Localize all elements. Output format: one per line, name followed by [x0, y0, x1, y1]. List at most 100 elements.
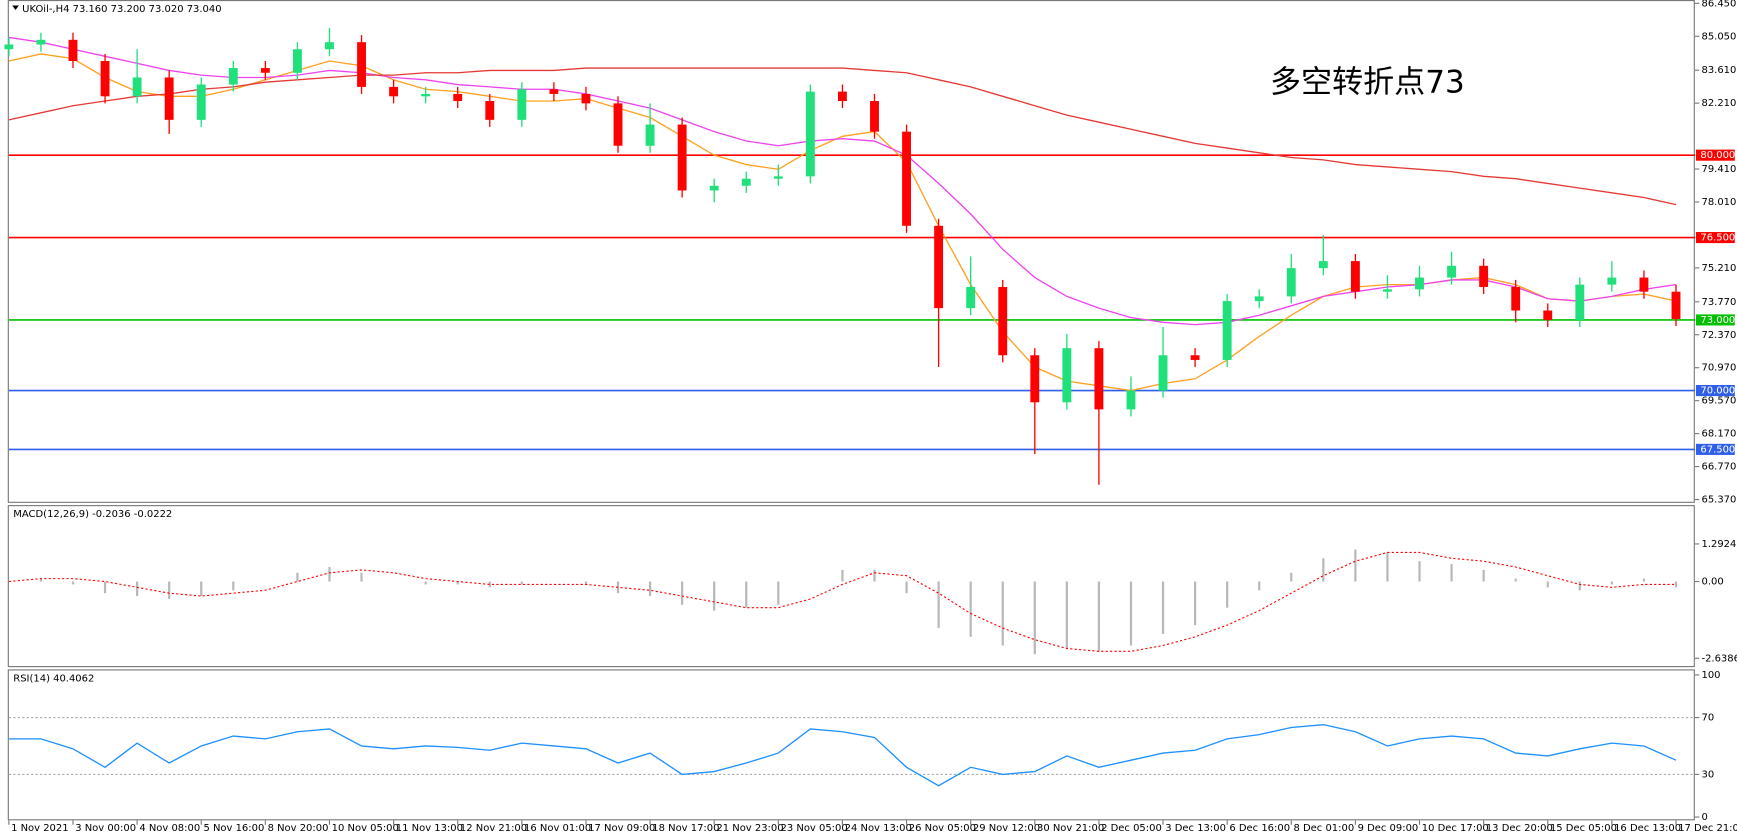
macd-title: MACD(12,26,9) -0.2036 -0.0222	[13, 509, 172, 520]
candle-body	[1350, 261, 1360, 292]
y-tick-label: 100	[1702, 670, 1721, 681]
candle-body	[517, 89, 527, 120]
candle-body	[837, 91, 847, 102]
candle-body	[1094, 348, 1104, 410]
candle-body	[196, 84, 206, 120]
x-tick-label: 17 Nov 09:00	[588, 823, 655, 834]
candle-body	[1190, 355, 1200, 360]
x-tick-label: 6 Dec 16:00	[1229, 823, 1290, 834]
level-tag	[1695, 149, 1735, 161]
x-tick-label: 10 Nov 05:00	[332, 823, 399, 834]
x-tick-label: 24 Nov 13:00	[845, 823, 912, 834]
candle-body	[709, 185, 719, 191]
y-tick-label: 1.2924	[1702, 539, 1737, 550]
x-tick-label: 26 Nov 05:00	[909, 823, 976, 834]
level-label: 70.000	[1700, 386, 1735, 397]
candle-body	[1479, 265, 1489, 287]
y-tick-label: 65.370	[1702, 495, 1737, 506]
candle-body	[1415, 277, 1424, 290]
y-tick-label: 0	[1702, 812, 1708, 823]
candle-body	[1447, 265, 1457, 278]
level-tag	[1695, 231, 1735, 244]
x-tick-label: 3 Dec 13:00	[1165, 823, 1226, 834]
y-tick-label: 73.770	[1702, 297, 1737, 308]
level-tag	[1695, 314, 1735, 326]
candle-body	[773, 176, 783, 179]
x-tick-label: 3 Nov 00:00	[75, 823, 136, 834]
candle-body	[357, 42, 366, 87]
x-tick-label: 16 Dec 13:00	[1614, 823, 1681, 834]
candle-body	[934, 225, 944, 309]
candle-body	[1254, 296, 1264, 302]
y-tick-label: 79.410	[1702, 164, 1737, 175]
x-tick-label: 16 Nov 01:00	[524, 823, 591, 834]
x-tick-label: 30 Nov 21:00	[1037, 823, 1104, 834]
candle-body	[4, 44, 14, 50]
candle-body	[36, 39, 46, 45]
candle-body	[1030, 355, 1040, 403]
x-tick-label: 29 Nov 12:00	[973, 823, 1040, 834]
candle-body	[966, 286, 976, 309]
candle-body	[741, 178, 751, 186]
candle-body	[1158, 355, 1168, 391]
x-tick-label: 10 Dec 17:00	[1422, 823, 1489, 834]
candle-body	[68, 39, 78, 62]
level-label: 73.000	[1700, 315, 1735, 326]
x-tick-label: 12 Nov 21:00	[460, 823, 527, 834]
y-tick-label: 75.210	[1702, 263, 1737, 274]
moving-average	[8, 36, 1677, 326]
x-tick-label: 13 Dec 20:00	[1486, 823, 1553, 834]
signal-line	[8, 551, 1676, 652]
y-tick-label: 70.970	[1702, 363, 1737, 374]
candle-body	[1543, 310, 1553, 320]
y-tick-label: 69.570	[1702, 396, 1737, 407]
rsi-line	[8, 723, 1677, 787]
candle-body	[677, 124, 687, 191]
candle-body	[902, 131, 911, 226]
candle-body	[325, 42, 334, 50]
y-tick-label: 66.770	[1702, 462, 1737, 473]
candle-body	[870, 101, 879, 132]
y-tick-label: 70	[1702, 713, 1715, 724]
x-tick-label: 11 Nov 13:00	[396, 823, 463, 834]
candle-body	[421, 93, 431, 97]
x-tick-label: 18 Nov 17:00	[652, 823, 719, 834]
y-tick-label: 78.010	[1702, 197, 1737, 208]
candle-body	[260, 68, 270, 73]
y-tick-label: 83.610	[1702, 65, 1737, 76]
x-tick-label: 5 Nov 16:00	[203, 823, 264, 834]
candle-body	[1639, 277, 1649, 292]
candle-body	[1383, 289, 1392, 292]
candle-body	[132, 77, 142, 97]
moving-average	[8, 53, 1677, 392]
menu-arrow[interactable]	[12, 5, 19, 10]
annotation: 多空转折点73	[1270, 64, 1465, 100]
rsi-title: RSI(14) 40.4062	[13, 673, 94, 684]
chart-title: UKOil-,H4 73.160 73.200 73.020 73.040	[22, 4, 221, 15]
macd-panel	[7, 505, 1695, 668]
candle-body	[164, 77, 174, 120]
candle-body	[1222, 301, 1232, 360]
candle-body	[389, 86, 399, 97]
y-tick-label: 72.370	[1702, 330, 1737, 341]
candle-body	[1607, 277, 1617, 285]
candle-body	[1511, 286, 1521, 311]
level-label: 67.500	[1700, 444, 1735, 455]
candle-body	[453, 93, 463, 102]
candle-body	[100, 61, 110, 97]
candle-body	[549, 89, 559, 94]
moving-average	[8, 67, 1677, 206]
rsi-panel	[7, 669, 1695, 821]
x-tick-label: 8 Dec 01:00	[1293, 823, 1354, 834]
candle-body	[805, 91, 815, 177]
x-tick-label: 1 Nov 2021	[11, 823, 68, 834]
y-tick-label: 86.450	[1702, 0, 1737, 9]
x-tick-label: 8 Nov 20:00	[268, 823, 329, 834]
candle-body	[1671, 291, 1681, 319]
x-tick-label: 15 Dec 05:00	[1550, 823, 1617, 834]
x-tick-label: 9 Dec 09:00	[1358, 823, 1419, 834]
level-tag	[1695, 443, 1735, 455]
candle-body	[292, 49, 302, 73]
